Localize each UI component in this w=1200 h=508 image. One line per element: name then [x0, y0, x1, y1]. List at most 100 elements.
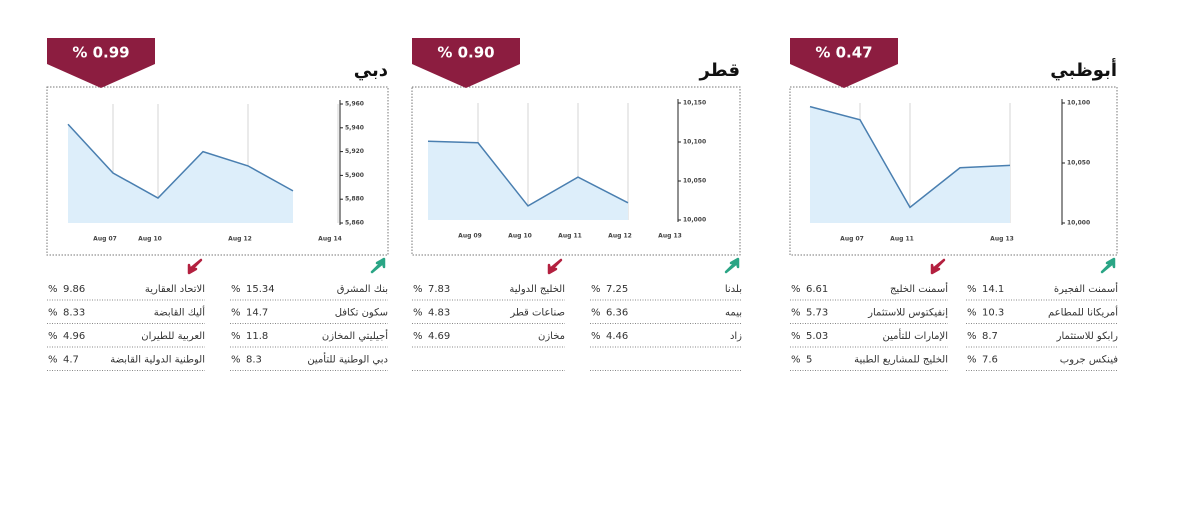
- row-value: 14.7: [246, 308, 268, 319]
- row-value: 7.83: [428, 284, 450, 295]
- y-tick-label: 10,000: [1067, 220, 1090, 227]
- row-value: 5: [806, 355, 812, 366]
- line: [809, 105, 1011, 209]
- row-value: 9.86: [63, 284, 85, 295]
- badge-text: % 0.90: [437, 44, 494, 62]
- arrow-down: [547, 258, 563, 275]
- y-tick-label: 5,960: [345, 101, 364, 108]
- y-tick-label: 5,880: [345, 196, 364, 203]
- row-unit: %: [48, 331, 58, 342]
- row-name: أليك القابضة: [154, 306, 205, 319]
- badge-text: % 0.47: [815, 44, 872, 62]
- row-value: 10.3: [982, 308, 1004, 319]
- x-tick-label: Aug 10: [138, 236, 162, 243]
- y-tick-label: 5,860: [345, 220, 364, 227]
- row-unit: %: [967, 308, 977, 319]
- y-tick-label: 5,900: [345, 172, 364, 179]
- row-unit: %: [413, 284, 423, 295]
- row-name: أجيليتي المخازن: [322, 329, 388, 342]
- row-value: 15.34: [246, 284, 275, 295]
- row-name: الخليج للمشاريع الطبية: [854, 355, 948, 366]
- row-unit: %: [967, 284, 977, 295]
- row-name: فينكس جروب: [1060, 355, 1118, 366]
- row-unit: %: [413, 331, 423, 342]
- x-tick-label: Aug 11: [558, 233, 582, 240]
- row-name: مخازن: [538, 331, 565, 342]
- row-unit: %: [791, 331, 801, 342]
- row-unit: %: [48, 308, 58, 319]
- area: [428, 141, 628, 220]
- row-name: الوطنية الدولية القابضة: [110, 355, 205, 366]
- chart-frame: [46, 86, 389, 256]
- row-unit: %: [791, 284, 801, 295]
- row-name: سكون تكافل: [335, 308, 388, 319]
- x-tick-label: Aug 13: [658, 233, 682, 240]
- row-name: أسمنت الفجيرة: [1054, 282, 1118, 295]
- row-name: الخليج الدولية: [509, 284, 565, 295]
- arrow-up: [724, 257, 740, 274]
- row-name: بيمه: [725, 308, 742, 319]
- y-tick-label: 10,100: [683, 139, 706, 146]
- row-unit: %: [967, 331, 977, 342]
- row-name: بلدنا: [725, 284, 742, 295]
- x-tick-label: Aug 11: [890, 236, 914, 243]
- badge-text: % 0.99: [72, 44, 129, 62]
- area: [68, 124, 293, 223]
- row-unit: %: [791, 308, 801, 319]
- row-value: 4.83: [428, 308, 450, 319]
- row-name: رابكو للاستثمار: [1056, 331, 1119, 342]
- row-name: الاتحاد العقارية: [145, 284, 205, 295]
- area: [810, 106, 1010, 223]
- market-title: قطر: [698, 60, 740, 81]
- market-title: دبي: [354, 60, 388, 81]
- row-unit: %: [231, 355, 241, 366]
- row-name: دبي الوطنية للتأمين: [307, 352, 388, 366]
- row-unit: %: [413, 308, 423, 319]
- y-tick-label: 5,940: [345, 124, 364, 131]
- row-value: 14.1: [982, 284, 1004, 295]
- row-unit: %: [48, 355, 58, 366]
- row-value: 5.03: [806, 331, 828, 342]
- y-tick-label: 10,150: [683, 100, 706, 107]
- y-tick-label: 10,100: [1067, 100, 1090, 107]
- x-tick-label: Aug 07: [93, 236, 117, 243]
- market-title: أبوظبي: [1050, 58, 1117, 81]
- row-unit: %: [791, 355, 801, 366]
- row-value: 8.33: [63, 308, 85, 319]
- row-unit: %: [967, 355, 977, 366]
- row-unit: %: [48, 284, 58, 295]
- row-name: العربية للطيران: [141, 331, 205, 342]
- x-tick-label: Aug 12: [608, 233, 632, 240]
- row-unit: %: [231, 331, 241, 342]
- row-name: أسمنت الخليج: [890, 282, 948, 295]
- arrow-up: [1100, 257, 1116, 274]
- row-value: 7.6: [982, 355, 998, 366]
- row-unit: %: [591, 284, 601, 295]
- badge: [47, 38, 155, 88]
- row-name: الإمارات للتأمين: [883, 328, 949, 342]
- row-value: 6.36: [606, 308, 628, 319]
- chart-frame: [789, 86, 1118, 256]
- y-tick-label: 5,920: [345, 148, 364, 155]
- x-tick-label: Aug 12: [228, 236, 252, 243]
- row-name: بنك المشرق: [337, 284, 388, 295]
- arrow-down: [187, 258, 203, 275]
- y-tick-label: 10,050: [683, 178, 706, 185]
- row-value: 8.3: [246, 355, 262, 366]
- row-value: 8.7: [982, 331, 998, 342]
- row-value: 5.73: [806, 308, 828, 319]
- row-name: صناعات قطر: [509, 308, 565, 319]
- row-name: إنفيكتوس للاستثمار: [867, 308, 948, 319]
- row-value: 11.8: [246, 331, 268, 342]
- x-tick-label: Aug 13: [990, 236, 1014, 243]
- arrow-up: [370, 257, 386, 274]
- x-tick-label: Aug 14: [318, 236, 342, 243]
- x-tick-label: Aug 10: [508, 233, 532, 240]
- row-value: 4.46: [606, 331, 628, 342]
- row-value: 4.69: [428, 331, 450, 342]
- x-tick-label: Aug 09: [458, 233, 482, 240]
- chart-frame: [411, 86, 741, 256]
- row-unit: %: [591, 308, 601, 319]
- x-tick-label: Aug 07: [840, 236, 864, 243]
